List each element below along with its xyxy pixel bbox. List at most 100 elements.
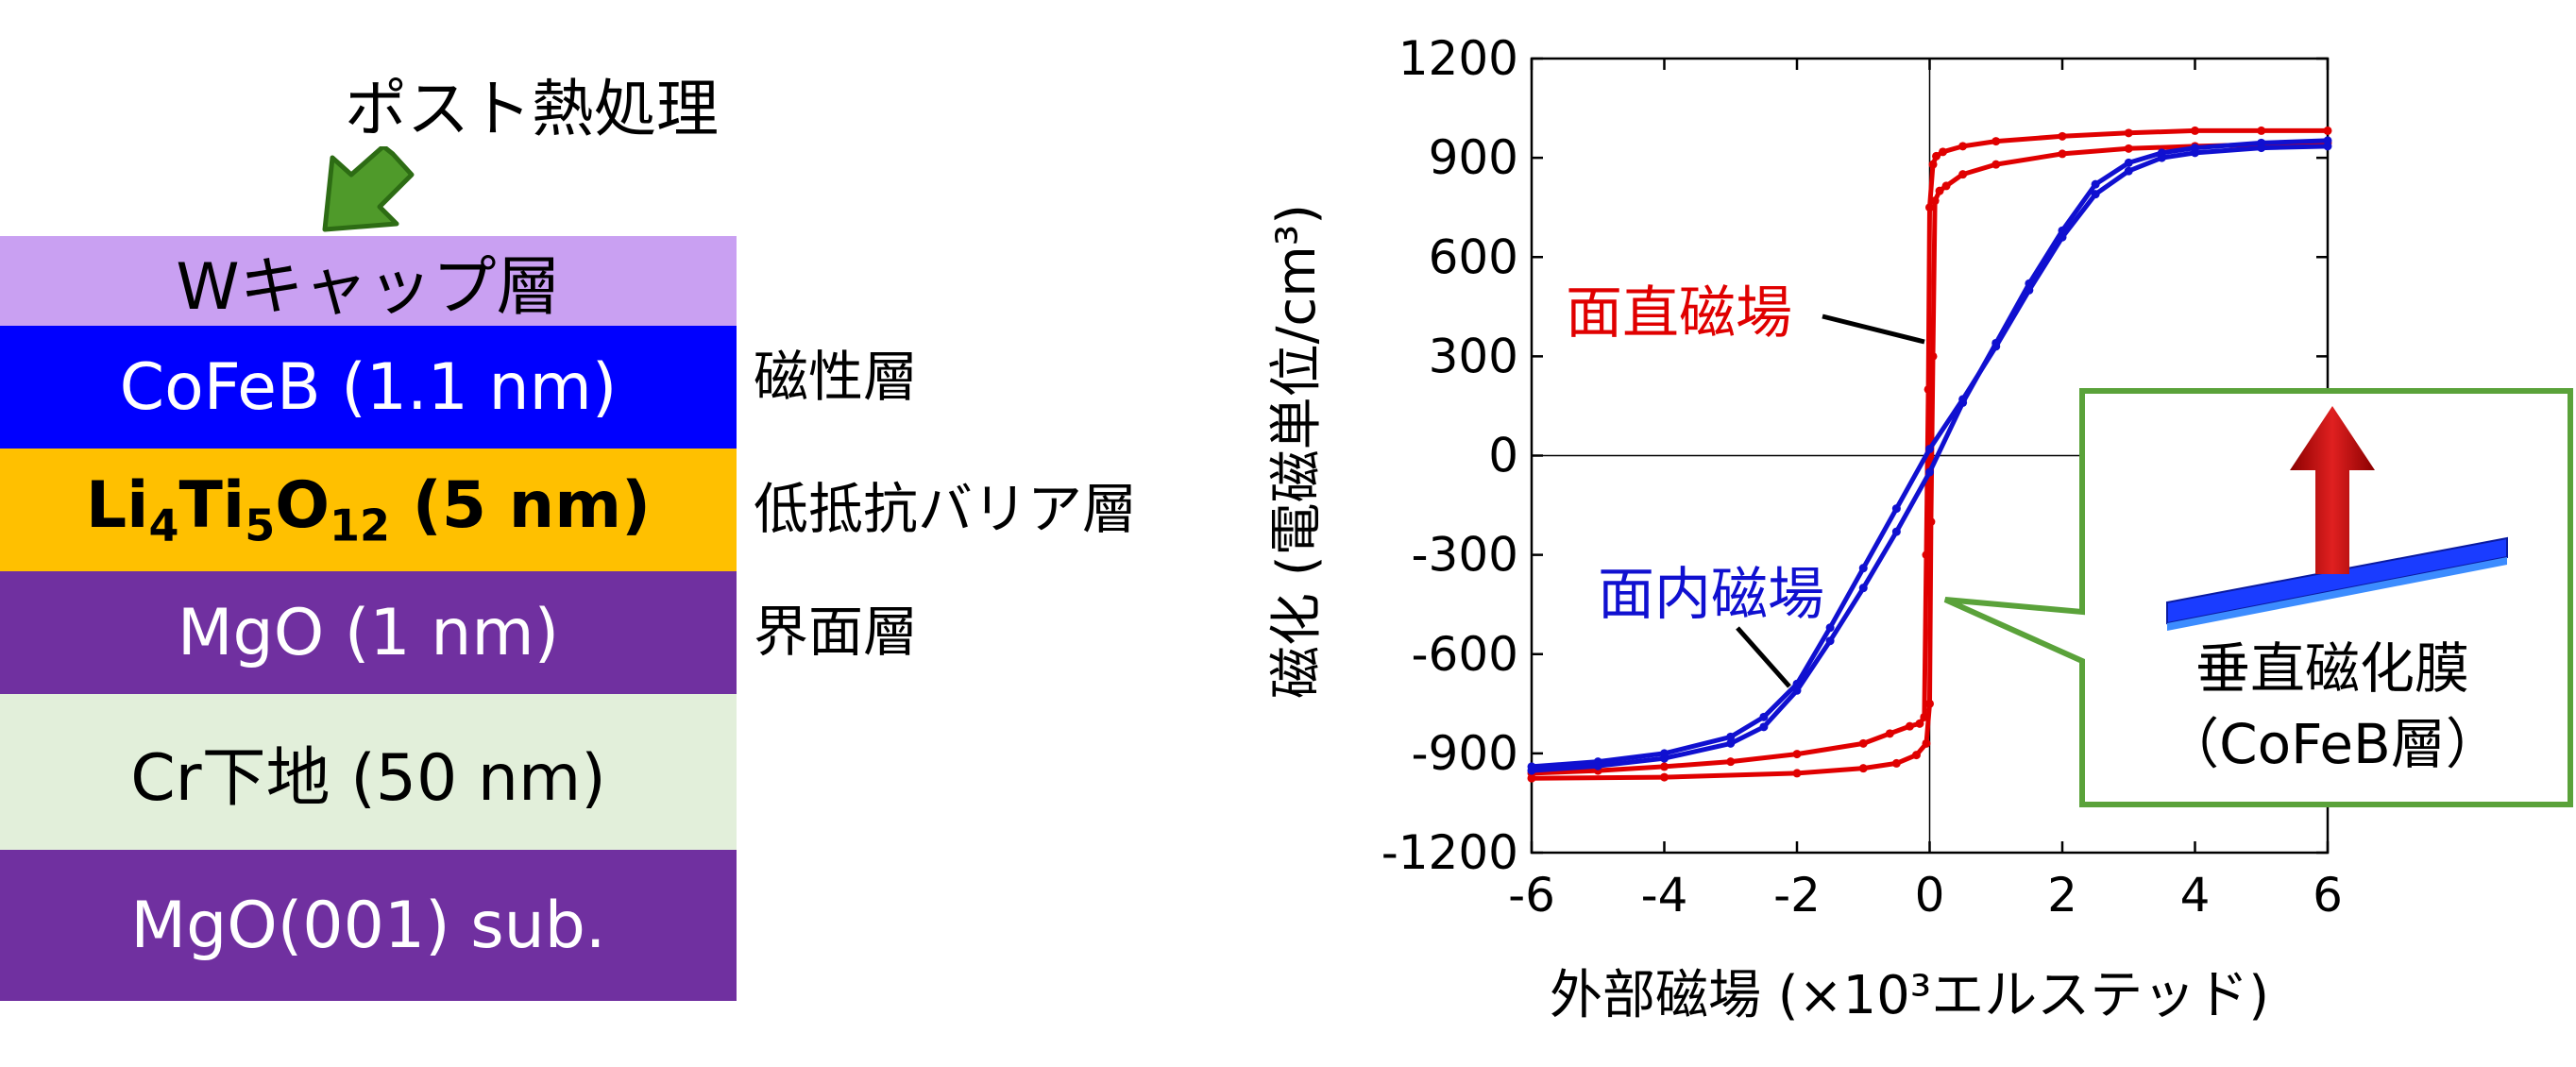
data-point (1941, 181, 1951, 191)
data-point (1922, 550, 1931, 560)
y-tick-label: 0 (1488, 429, 1518, 483)
annotation-inplane-field: 面内磁場 (1598, 562, 1824, 628)
y-axis-label: 磁化 (電磁単位/cm³) (1266, 204, 1328, 699)
data-point (1891, 758, 1901, 768)
layer-mgo-interface-label: MgO (1 nm) (177, 595, 560, 670)
data-point (1891, 527, 1901, 536)
data-point (2323, 126, 2332, 135)
y-tick-label: -600 (1412, 627, 1518, 682)
data-point (1958, 395, 1968, 404)
data-point (1935, 186, 1944, 195)
data-point (1922, 738, 1931, 748)
series-line-inplane-branch-down (1531, 144, 2329, 770)
data-point (2124, 158, 2133, 167)
data-point (2257, 126, 2266, 135)
data-point (1991, 342, 2001, 351)
x-tick-label: 0 (1915, 868, 1945, 923)
data-point (1527, 762, 1536, 771)
data-point (1858, 564, 1868, 573)
y-tick-label: -1200 (1381, 825, 1518, 880)
data-point (1925, 444, 1934, 453)
data-point (2323, 142, 2332, 151)
layer-cofeb-label: CoFeB (1.1 nm) (119, 349, 618, 425)
data-point (2124, 128, 2133, 138)
annotation-inplane-leader (1736, 626, 1791, 688)
data-point (1958, 142, 1968, 151)
data-point (2257, 144, 2266, 153)
data-point (1792, 769, 1802, 778)
x-tick-label: 6 (2313, 868, 2343, 923)
series-line-inplane-branch-up (1531, 138, 2329, 773)
data-point (1905, 721, 1914, 731)
data-point (1920, 712, 1929, 721)
layer-w-cap-label: Wキャップ層 (176, 250, 561, 325)
data-point (1991, 137, 2001, 146)
inset-label-line1: 垂直磁化膜 (2195, 636, 2469, 701)
data-point (1593, 757, 1602, 767)
y-tick-label: -900 (1412, 726, 1518, 781)
data-point (1726, 738, 1736, 748)
data-point (1885, 729, 1894, 738)
x-tick-label: -4 (1641, 868, 1688, 923)
data-point (1930, 196, 1940, 206)
inset-film-icon (2167, 538, 2507, 623)
layer-cr-buffer: Cr下地 (50 nm) (0, 694, 737, 850)
data-point (2191, 126, 2199, 135)
layer-mgo-substrate-label: MgO(001) sub. (130, 888, 606, 963)
layer-mgo-substrate: MgO(001) sub. (0, 850, 737, 1001)
data-point (1911, 751, 1921, 760)
data-point (1660, 762, 1669, 771)
chart-curves (1527, 126, 2332, 783)
annotation-perpendicular-leader (1822, 313, 1925, 345)
y-tick-label: 600 (1429, 229, 1518, 284)
data-point (1924, 384, 1933, 394)
inset-label-line2: （CoFeB層） (2164, 712, 2500, 776)
data-point (2058, 131, 2067, 141)
data-point (1858, 738, 1868, 748)
layer-lto: Li4Ti5O12 (5 nm) (0, 449, 737, 571)
x-axis-label: 外部磁場 (×10³エルステッド) (1550, 965, 2269, 1026)
data-point (2058, 149, 2067, 159)
data-point (1858, 584, 1868, 593)
x-tick-label: 2 (2047, 868, 2077, 923)
x-tick-label: -2 (1773, 868, 1821, 923)
data-point (1660, 772, 1669, 782)
data-point (2124, 166, 2133, 176)
inset-magnetization-arrow-icon (2290, 406, 2375, 574)
data-point (2124, 144, 2133, 153)
data-point (2191, 148, 2199, 158)
post-anneal-label: ポスト熱処理 (345, 73, 719, 145)
data-point (1726, 732, 1736, 741)
chart-tick-labels: -6 -4 -2 0 2 4 6 1200 900 600 300 0 -300 -600 -900 -120… (1381, 31, 2343, 923)
layer-mgo-interface: MgO (1 nm) (0, 571, 737, 694)
data-point (1939, 147, 1948, 157)
data-point (1925, 699, 1934, 708)
data-point (2091, 190, 2100, 199)
layer-cofeb: CoFeB (1.1 nm) (0, 326, 737, 449)
data-point (1759, 712, 1769, 721)
data-point (1792, 679, 1802, 688)
data-point (2091, 179, 2100, 189)
data-point (1932, 151, 1941, 161)
data-point (1660, 749, 1669, 758)
y-tick-label: 900 (1429, 130, 1518, 185)
layer-lto-label: Li4Ti5O12 (5 nm) (85, 468, 652, 551)
data-point (1991, 160, 2001, 169)
data-point (1891, 504, 1901, 514)
data-point (1792, 750, 1802, 759)
side-label-interface-layer: 界面層 (754, 600, 919, 664)
y-tick-label: 300 (1429, 329, 1518, 383)
data-point (1726, 757, 1736, 767)
series-line-perpendicular-branch-up (1531, 140, 2329, 781)
data-point (1958, 170, 1968, 179)
post-anneal-arrow-icon (322, 146, 415, 232)
data-point (1915, 719, 1924, 728)
y-tick-label: -300 (1412, 528, 1518, 583)
layer-w-cap: Wキャップ層 (0, 236, 737, 326)
layer-cr-buffer-label: Cr下地 (50 nm) (130, 741, 606, 816)
annotation-perpendicular-field: 面直磁場 (1566, 280, 1792, 347)
x-tick-label: -6 (1508, 868, 1555, 923)
side-label-barrier-layer: 低抵抗バリア層 (754, 477, 1138, 541)
data-point (2058, 232, 2067, 242)
